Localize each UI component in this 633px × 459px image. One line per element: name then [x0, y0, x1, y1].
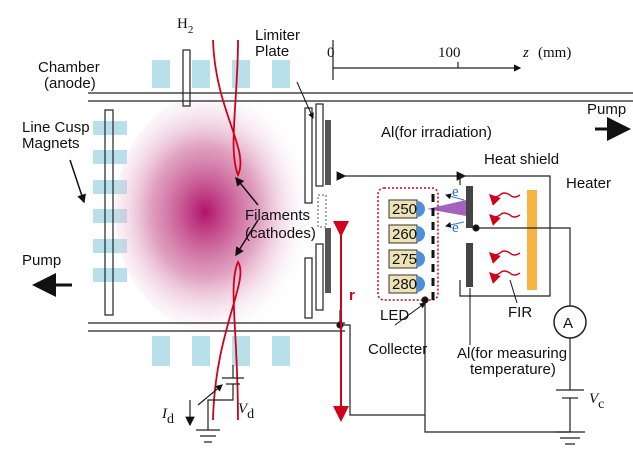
- label: z: [522, 45, 529, 61]
- label: 275: [392, 251, 417, 268]
- label: A: [563, 315, 573, 332]
- plasma: [115, 92, 315, 332]
- leds: [388, 199, 466, 294]
- label: Id: [161, 406, 174, 427]
- label: FIR: [508, 304, 532, 321]
- label: Al(for irradiation): [381, 124, 492, 141]
- scale: [332, 40, 522, 80]
- label: 280: [392, 276, 417, 293]
- label: c: [598, 397, 604, 412]
- led-box: [377, 187, 439, 301]
- label: d: [167, 412, 174, 427]
- label: (cathodes): [245, 225, 316, 242]
- label: Chamber: [38, 59, 100, 76]
- label: Filaments: [245, 207, 310, 224]
- label: Pump: [22, 252, 61, 269]
- label: 260: [392, 226, 417, 243]
- label: (mm): [538, 45, 571, 61]
- label: e: [452, 184, 459, 200]
- pointer: [296, 81, 314, 119]
- label: 100: [438, 45, 461, 61]
- label: I: [161, 406, 168, 422]
- label: Magnets: [22, 135, 80, 152]
- label: (anode): [44, 75, 96, 92]
- label: e: [452, 220, 459, 236]
- label: Collecter: [368, 341, 427, 358]
- pointer: [394, 302, 426, 326]
- h2-label: H2: [177, 16, 193, 36]
- pointer: [235, 176, 259, 206]
- chamber-walls: [88, 49, 633, 332]
- pointer: [509, 279, 518, 304]
- label: Plate: [255, 43, 289, 60]
- label: d: [247, 407, 254, 422]
- label: Limiter: [255, 27, 300, 44]
- labels: H2 Chamber (anode) Limiter Plate 0 100 z…: [22, 16, 626, 427]
- filaments: [212, 39, 242, 421]
- label: Al(for measuring: [457, 345, 567, 362]
- label: H: [177, 16, 188, 32]
- label: temperature): [470, 361, 556, 378]
- label: Line Cusp: [22, 119, 90, 136]
- pointer: [235, 219, 259, 257]
- label: Heater: [566, 175, 611, 192]
- label: V: [238, 401, 249, 417]
- label: Vd: [238, 401, 254, 422]
- label: 2: [188, 24, 194, 36]
- label: LED: [380, 307, 409, 324]
- label: Vc: [589, 391, 604, 412]
- label: 0: [327, 45, 335, 61]
- label: Pump: [587, 101, 626, 118]
- wires: [185, 224, 585, 445]
- ammeter: [553, 305, 587, 339]
- pointer: [69, 159, 86, 204]
- label: 250: [392, 201, 417, 218]
- label: Heat shield: [484, 151, 559, 168]
- label: V: [589, 391, 600, 407]
- heat-shield: [445, 175, 551, 297]
- label: r: [349, 287, 355, 304]
